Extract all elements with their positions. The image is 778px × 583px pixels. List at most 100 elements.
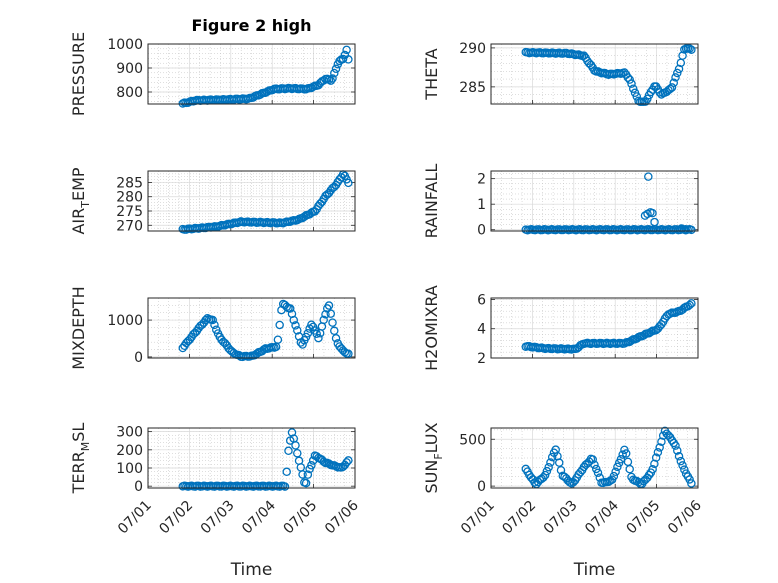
y-axis-label: H2OMIXRA bbox=[422, 285, 441, 371]
data-point bbox=[293, 326, 302, 335]
data-point bbox=[303, 470, 313, 479]
y-axis-label: PRESSURE bbox=[69, 32, 88, 116]
data-point bbox=[669, 78, 679, 88]
data-point bbox=[625, 464, 634, 474]
data-point bbox=[685, 44, 694, 53]
data-point bbox=[687, 225, 696, 235]
data-point bbox=[650, 217, 659, 227]
data-point bbox=[344, 349, 353, 358]
axes-border bbox=[147, 297, 356, 359]
data-point bbox=[282, 467, 291, 477]
data-point bbox=[611, 467, 620, 477]
y-tick-label: 1 bbox=[477, 197, 486, 213]
data-point bbox=[673, 446, 682, 455]
data-point bbox=[648, 465, 657, 474]
data-point bbox=[685, 300, 694, 310]
data-point bbox=[308, 82, 318, 92]
y-tick-label: 275 bbox=[116, 204, 143, 220]
data-point bbox=[591, 464, 601, 474]
x-tick-label: 07/03 bbox=[198, 498, 238, 538]
y-tick-label: 285 bbox=[459, 80, 486, 96]
y-tick-label: 280 bbox=[116, 190, 143, 206]
y-tick-label: 0 bbox=[134, 479, 143, 495]
data-point bbox=[298, 470, 307, 479]
x-tick-label: 07/05 bbox=[281, 498, 321, 538]
x-tick-label: 07/02 bbox=[156, 498, 196, 538]
data-point bbox=[685, 475, 694, 484]
y-tick-label: 500 bbox=[459, 432, 486, 448]
data-point bbox=[331, 64, 341, 74]
x-tick-label: 07/04 bbox=[239, 497, 279, 537]
data-point bbox=[303, 328, 313, 338]
y-tick-label: 1000 bbox=[107, 37, 143, 53]
data-point bbox=[324, 301, 334, 310]
subplot-7: 0 100 200 300 07/01 07/02 07/03 07/04 07/05 07/06… bbox=[69, 423, 362, 580]
y-axis-label: RAINFALL bbox=[422, 164, 441, 239]
data-point bbox=[301, 478, 311, 488]
data-point bbox=[653, 448, 663, 457]
data-point bbox=[344, 55, 353, 64]
axes-border bbox=[490, 43, 699, 105]
subplot-2: 285 290 THETA bbox=[422, 41, 699, 107]
chart-title: Figure 2 high bbox=[192, 16, 312, 35]
x-tick-label: 07/06 bbox=[322, 497, 362, 537]
data-point bbox=[539, 473, 548, 482]
data-point bbox=[544, 462, 553, 472]
x-axis-label: Time bbox=[230, 560, 273, 580]
data-point bbox=[651, 453, 661, 462]
y-tick-label: 300 bbox=[116, 425, 143, 441]
subplot-6: 2 4 6 H2OMIXRA bbox=[422, 285, 699, 371]
data-point bbox=[291, 321, 300, 330]
y-tick-label: 270 bbox=[116, 218, 143, 234]
data-point bbox=[655, 443, 664, 452]
x-tick-label: 07/01 bbox=[115, 498, 155, 538]
y-axis-label: TERRMSL bbox=[69, 423, 92, 495]
data-point bbox=[674, 452, 684, 461]
x-tick-label: 07/05 bbox=[624, 498, 664, 538]
data-point bbox=[293, 448, 302, 458]
data-point bbox=[321, 310, 330, 319]
data-point bbox=[644, 172, 653, 181]
data-point bbox=[673, 68, 682, 78]
x-tick-label: 07/03 bbox=[541, 498, 581, 538]
data-point bbox=[590, 460, 599, 469]
data-point bbox=[291, 441, 300, 450]
y-axis-label: MIXDEPTH bbox=[69, 286, 88, 369]
x-tick-label: 07/02 bbox=[499, 498, 539, 538]
data-point bbox=[593, 468, 603, 478]
data-point bbox=[616, 455, 626, 464]
data-point bbox=[627, 79, 636, 88]
data-point bbox=[687, 479, 696, 488]
data-point bbox=[588, 455, 597, 464]
data-point bbox=[671, 441, 680, 450]
data-point bbox=[344, 456, 353, 465]
data-point bbox=[648, 208, 657, 218]
data-point bbox=[665, 84, 675, 94]
y-tick-label: 100 bbox=[116, 461, 143, 477]
subplot-4: 0 1 2 RAINFALL bbox=[422, 164, 699, 239]
data-point bbox=[287, 428, 297, 437]
data-point bbox=[312, 329, 321, 339]
y-tick-label: 800 bbox=[116, 85, 143, 101]
data-point bbox=[342, 45, 351, 55]
data-point bbox=[530, 478, 539, 487]
data-point bbox=[609, 471, 619, 481]
data-point bbox=[623, 73, 633, 82]
y-tick-label: 1000 bbox=[107, 313, 143, 329]
data-point bbox=[542, 466, 552, 476]
data-point bbox=[613, 462, 622, 472]
data-point bbox=[546, 458, 555, 467]
data-point bbox=[280, 482, 290, 491]
data-point bbox=[540, 470, 550, 480]
axes-border bbox=[490, 170, 699, 232]
y-tick-label: 200 bbox=[116, 443, 143, 459]
data-point bbox=[331, 334, 341, 343]
data-point bbox=[326, 76, 336, 85]
y-tick-label: 2 bbox=[477, 172, 486, 188]
axes-border bbox=[147, 43, 356, 105]
data-point bbox=[328, 318, 337, 327]
data-point bbox=[678, 461, 687, 470]
y-tick-label: 4 bbox=[477, 322, 486, 338]
x-tick-label: 07/01 bbox=[458, 498, 498, 538]
